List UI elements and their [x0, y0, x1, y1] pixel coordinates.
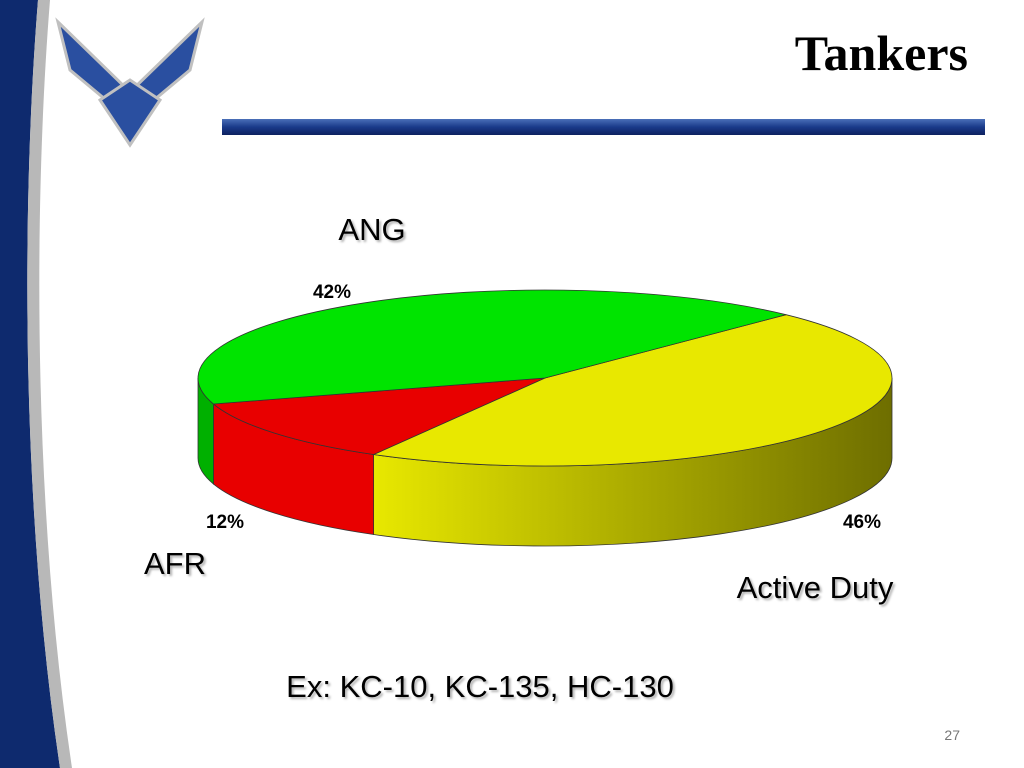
side-band: [0, 0, 60, 768]
value-label: 12%: [206, 512, 244, 533]
pie-slice: [212, 377, 546, 455]
pie-slice: [197, 289, 787, 405]
note: Ex: KC-10, KC-135, HC-130: [286, 669, 674, 704]
category-label: AFR: [144, 546, 206, 581]
slide-title: Tankers: [795, 25, 968, 81]
logo: [55, 17, 205, 148]
side-stripe: [27, 0, 72, 768]
title-bar: [222, 119, 985, 135]
value-label: 46%: [843, 512, 881, 533]
page-number: 27: [944, 727, 960, 743]
category-label: Active Duty: [737, 570, 894, 605]
value-label: 42%: [313, 282, 351, 303]
pie-slice: [372, 314, 893, 467]
category-label: ANG: [338, 212, 405, 247]
